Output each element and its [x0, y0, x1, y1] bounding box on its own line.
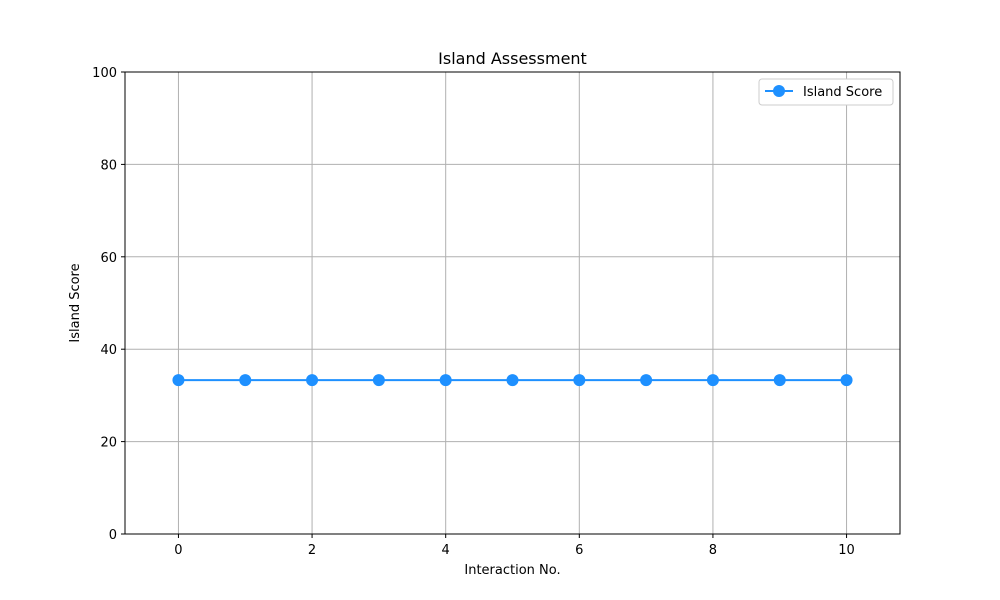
x-tick-label: 8 [709, 543, 717, 558]
x-tick-label: 10 [838, 543, 855, 558]
legend-box [758, 78, 894, 106]
y-tick-label: 60 [100, 251, 117, 266]
x-tick-label: 2 [308, 543, 316, 558]
x-tick-label: 4 [442, 543, 450, 558]
data-point [640, 374, 653, 387]
data-point [706, 374, 719, 387]
x-tick-label: 6 [575, 543, 583, 558]
chart-title: Island Assessment [438, 49, 587, 68]
data-point [573, 374, 586, 387]
legend-label: Island Score [803, 85, 882, 100]
plot-frame [124, 71, 901, 535]
y-tick-label: 20 [100, 436, 117, 451]
legend: Island Score [758, 78, 894, 106]
data-point [840, 374, 853, 387]
series-layer [172, 374, 853, 387]
y-tick-label: 80 [100, 158, 117, 173]
data-point [306, 374, 319, 387]
data-point [239, 374, 252, 387]
data-point [372, 374, 385, 387]
legend-marker [773, 85, 785, 97]
y-axis-title: Island Score [68, 263, 83, 342]
x-axis-title: Interaction No. [464, 563, 560, 578]
y-tick-label: 0 [109, 528, 117, 543]
y-tick-label: 40 [100, 343, 117, 358]
data-point [439, 374, 452, 387]
y-tick-label: 100 [92, 66, 117, 81]
data-point [773, 374, 786, 387]
data-point [172, 374, 185, 387]
grid-lines [125, 71, 900, 535]
x-tick-label: 0 [174, 543, 182, 558]
data-point [506, 374, 519, 387]
